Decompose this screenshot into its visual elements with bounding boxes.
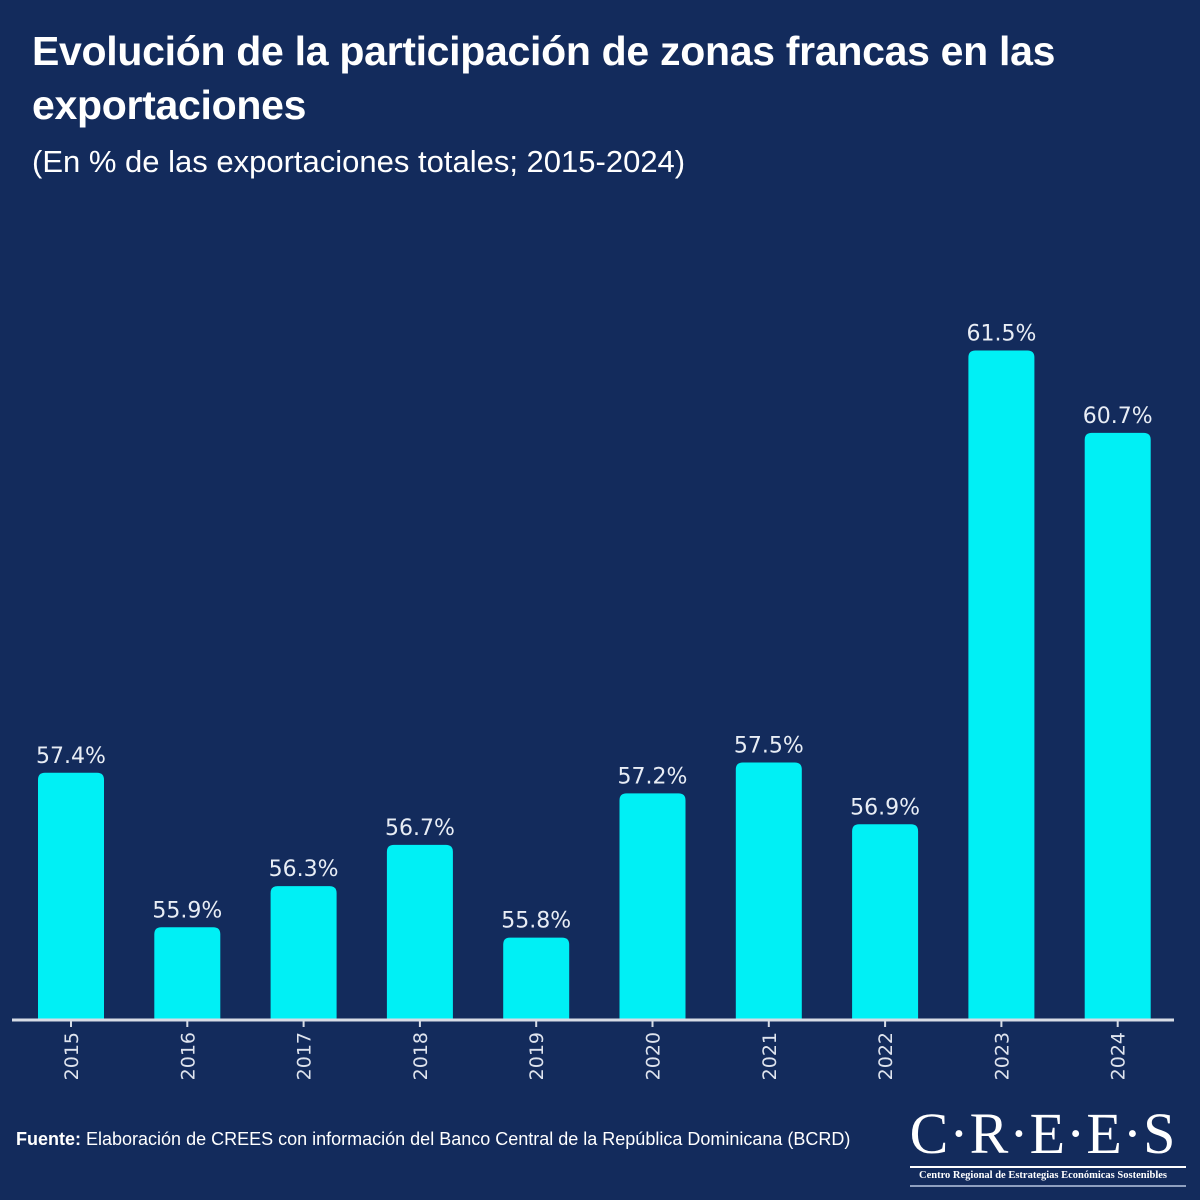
x-tick-label-2020: 2020 bbox=[643, 1032, 665, 1080]
bar-2019 bbox=[503, 937, 570, 1020]
x-tick-label-2024: 2024 bbox=[1108, 1032, 1130, 1080]
x-tick-label-2019: 2019 bbox=[526, 1032, 548, 1080]
x-tick-label-2021: 2021 bbox=[759, 1032, 781, 1080]
bar-2021 bbox=[735, 762, 802, 1020]
x-tick-label-2018: 2018 bbox=[410, 1032, 432, 1080]
chart-subtitle: (En % de las exportaciones totales; 2015… bbox=[32, 144, 686, 179]
source-label: Fuente: bbox=[16, 1129, 81, 1149]
bar-2018 bbox=[386, 844, 453, 1020]
bar-2024 bbox=[1084, 432, 1151, 1020]
data-label-2024: 60.7% bbox=[1083, 404, 1153, 429]
bar-chart: 57.4% 55.9% 56.3% 56.7% 55.8% 57.2% 57.5% 56.9%… bbox=[12, 322, 1174, 1080]
crees-logo: C·R·E·E·S Centro Regional de Estrategias… bbox=[900, 1104, 1186, 1188]
data-label-2018: 56.7% bbox=[385, 816, 455, 841]
bar-2023 bbox=[968, 350, 1035, 1020]
bar-2015 bbox=[38, 772, 104, 1020]
x-ticks-group: 2015 2016 2017 2018 2019 2020 2021 2022 2023 2024 bbox=[61, 1020, 1130, 1080]
data-labels-group: 57.4% 55.9% 56.3% 56.7% 55.8% 57.2% 57.5% 56.9%… bbox=[36, 322, 1153, 934]
bar-2016 bbox=[154, 927, 221, 1020]
data-label-2020: 57.2% bbox=[618, 764, 688, 789]
data-label-2019: 55.8% bbox=[501, 909, 571, 934]
data-label-2016: 55.9% bbox=[152, 898, 222, 923]
logo-divider-top bbox=[910, 1166, 1186, 1168]
x-tick-label-2017: 2017 bbox=[294, 1032, 316, 1080]
data-label-2021: 57.5% bbox=[734, 734, 804, 759]
bars-group bbox=[38, 350, 1151, 1020]
data-label-2015: 57.4% bbox=[36, 744, 106, 769]
bar-2017 bbox=[270, 886, 337, 1020]
logo-tagline: Centro Regional de Estrategias Económica… bbox=[918, 1170, 1167, 1181]
bar-2022 bbox=[852, 824, 919, 1020]
source-text: Elaboración de CREES con información del… bbox=[81, 1129, 851, 1149]
data-label-2022: 56.9% bbox=[850, 795, 920, 820]
source-note: Fuente: Elaboración de CREES con informa… bbox=[16, 1124, 896, 1154]
data-label-2023: 61.5% bbox=[966, 322, 1036, 347]
chart-title: Evolución de la participación de zonas f… bbox=[32, 28, 1056, 128]
x-tick-label-2023: 2023 bbox=[991, 1032, 1013, 1080]
x-tick-label-2015: 2015 bbox=[61, 1032, 83, 1080]
data-label-2017: 56.3% bbox=[269, 857, 339, 882]
logo-wordmark: C·R·E·E·S bbox=[909, 1101, 1177, 1166]
logo-divider-bottom bbox=[910, 1185, 1186, 1187]
x-tick-label-2016: 2016 bbox=[177, 1032, 199, 1080]
x-tick-label-2022: 2022 bbox=[875, 1032, 897, 1080]
bar-2020 bbox=[619, 793, 686, 1020]
